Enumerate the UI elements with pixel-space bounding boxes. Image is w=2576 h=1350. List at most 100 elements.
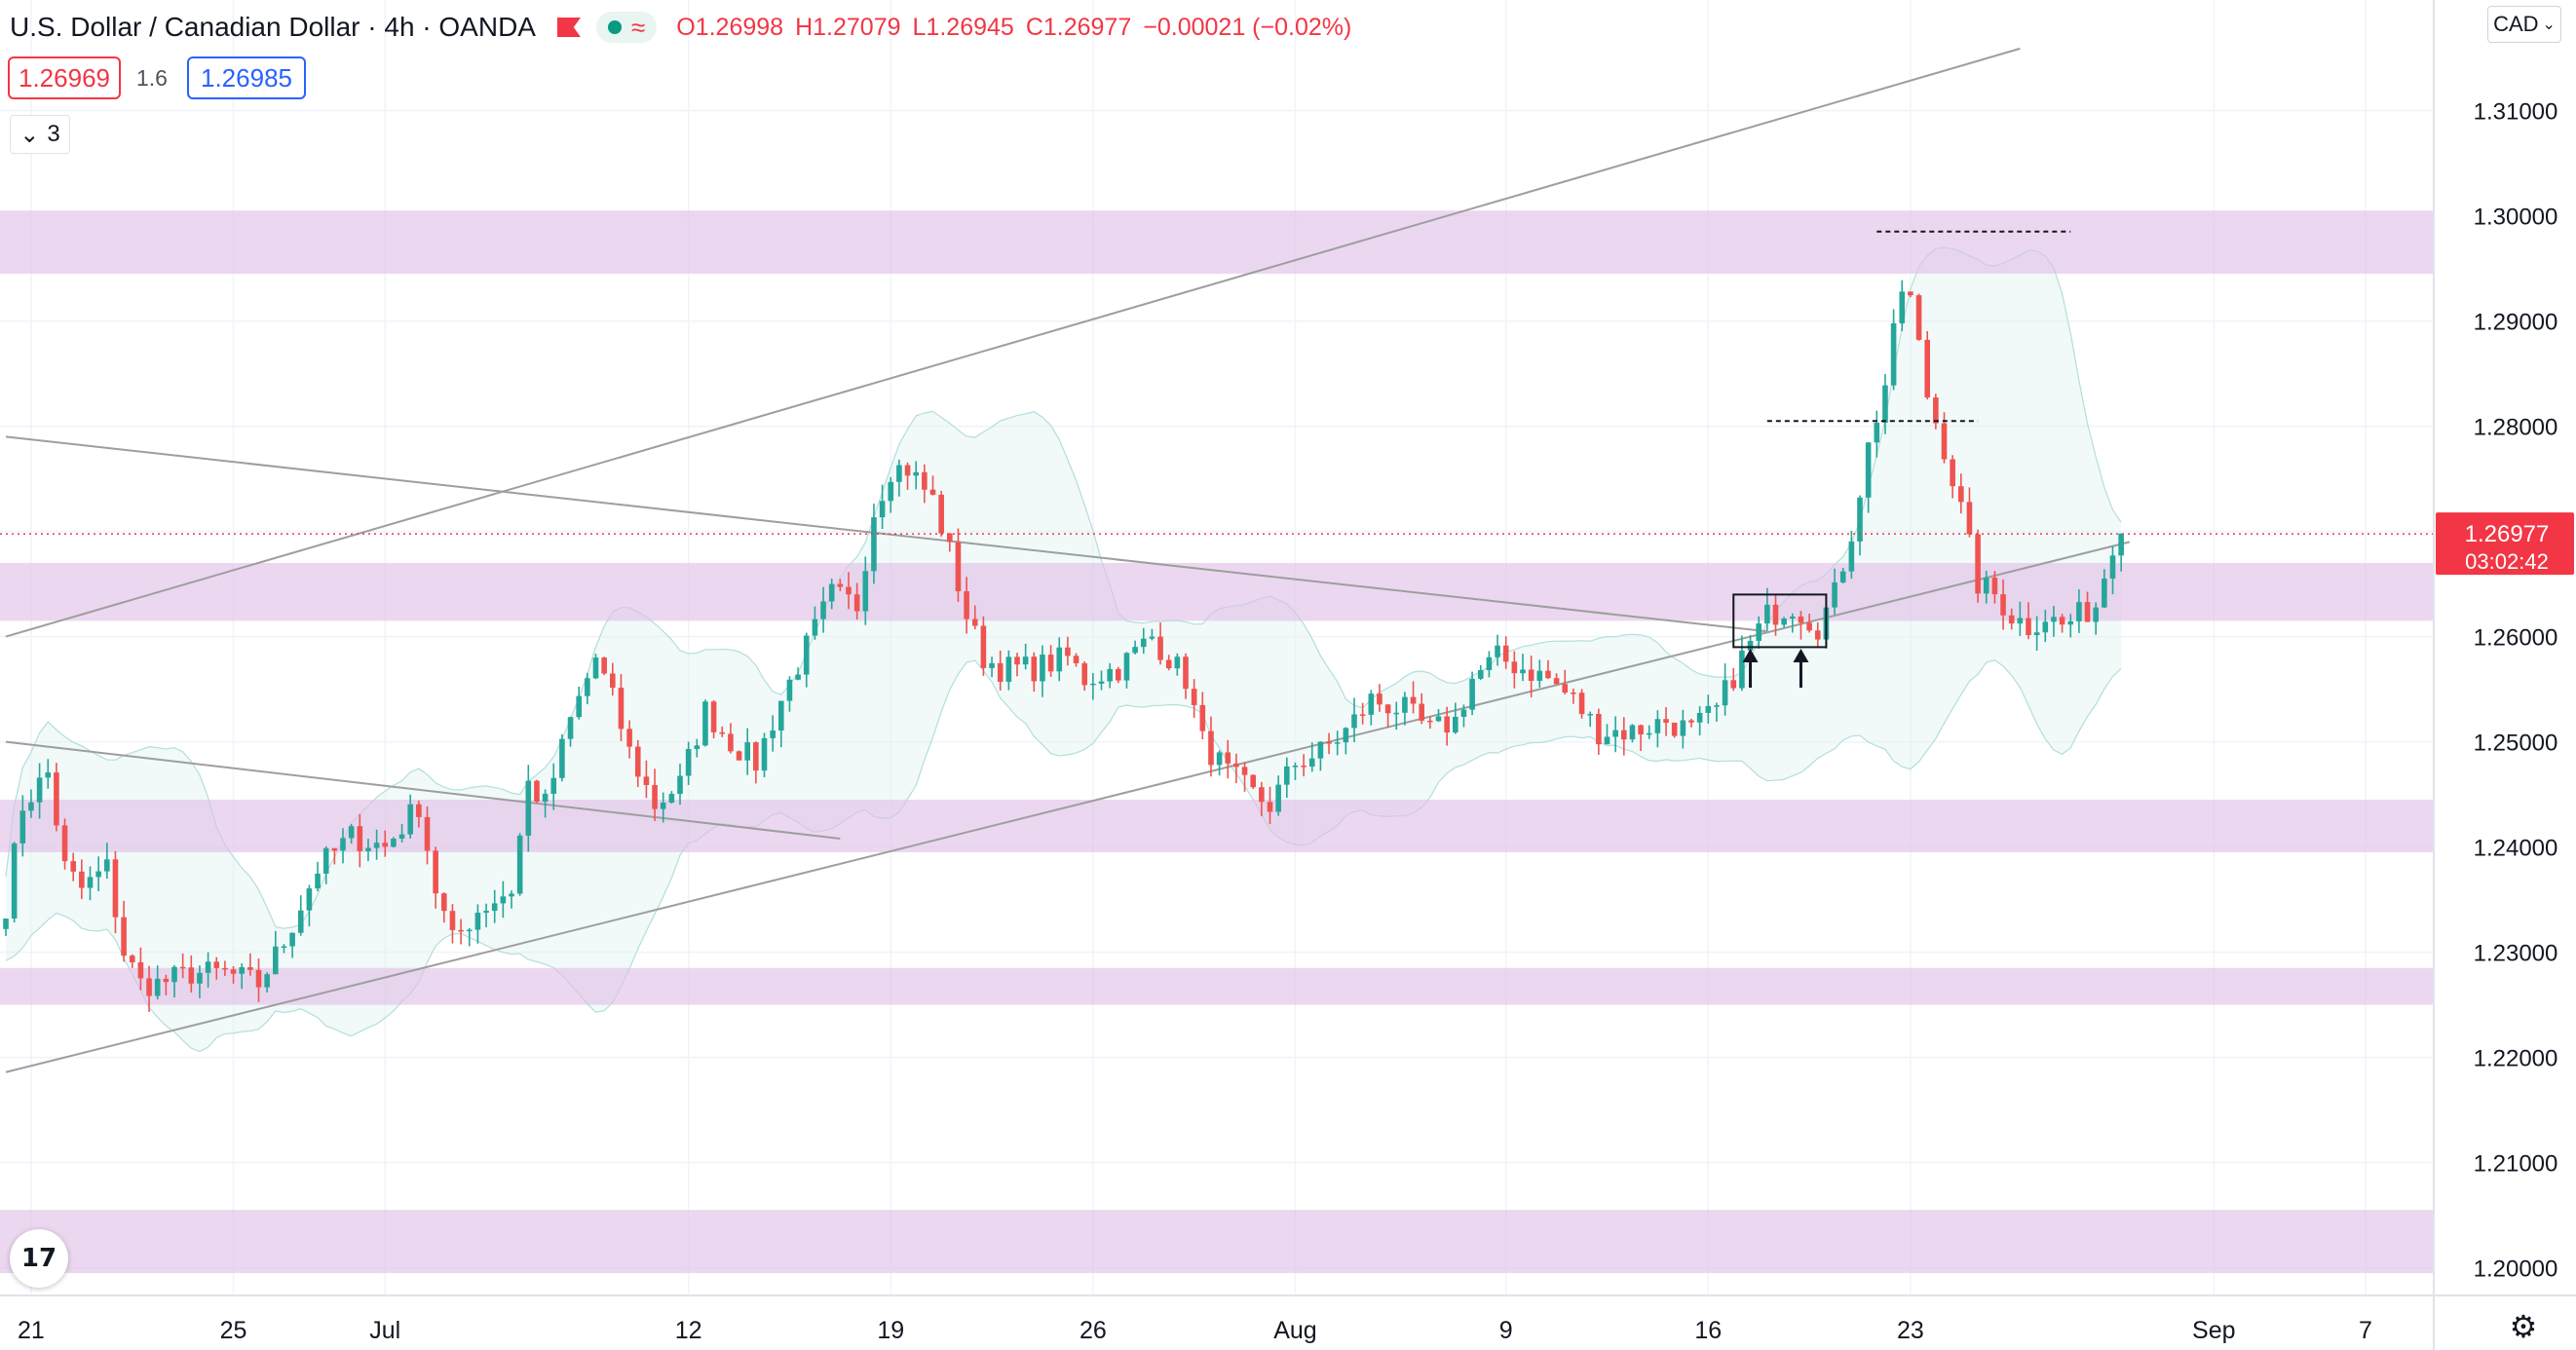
candle-body — [1890, 322, 1897, 386]
candle-body — [2059, 617, 2065, 625]
candle-body — [1259, 787, 1265, 803]
candle-body — [264, 974, 270, 988]
candle-body — [862, 571, 869, 612]
candle-body — [778, 700, 784, 731]
zone-rect — [0, 563, 2434, 621]
candle-body — [1975, 534, 1981, 594]
candle-body — [1384, 704, 1391, 714]
candle-body — [1005, 656, 1012, 682]
candle-body — [989, 662, 995, 668]
candle-body — [1991, 578, 1998, 595]
candle-body — [1326, 741, 1332, 744]
candle-body — [601, 657, 607, 674]
tradingview-logo-icon[interactable]: 17 — [10, 1229, 68, 1288]
candle-body — [971, 619, 978, 626]
candle-body — [1798, 616, 1804, 623]
candle-body — [1680, 720, 1686, 736]
candle-body — [1495, 645, 1500, 657]
price-axis[interactable]: 1.310001.300001.290001.280001.270001.260… — [2433, 0, 2574, 1350]
candle-body — [719, 731, 726, 734]
candle-body — [1578, 693, 1585, 715]
symbol-title[interactable]: U.S. Dollar / Canadian Dollar · 4h · OAN… — [10, 12, 536, 42]
candle-body — [1123, 653, 1130, 681]
candle-body — [1444, 716, 1450, 733]
indicators-toggle[interactable]: ⌄ 3 — [10, 115, 70, 154]
candle-body — [104, 859, 110, 872]
low-value: L1.26945 — [912, 13, 1014, 41]
candle-body — [1941, 423, 1948, 460]
candle-body — [1191, 689, 1197, 705]
candle-body — [1924, 339, 1930, 398]
candle-body — [1966, 502, 1973, 535]
candle-body — [1368, 694, 1375, 715]
candle-body — [424, 816, 431, 851]
candle-body — [1553, 678, 1560, 685]
candle-body — [668, 794, 675, 803]
candle-body — [1208, 731, 1214, 766]
y-tick-label: 1.20000 — [2474, 1256, 2558, 1283]
x-tick-label: Sep — [2192, 1317, 2235, 1344]
candle-body — [980, 625, 987, 668]
candle-body — [1654, 719, 1661, 733]
time-axis[interactable]: 21 25 Jul 12 19 26 Aug 9 16 23 Sep 7 — [0, 1294, 2576, 1344]
candle-body — [1790, 616, 1796, 619]
candle-body — [36, 777, 43, 803]
gear-icon[interactable]: ⚙ — [2509, 1309, 2538, 1344]
candle-body — [1402, 696, 1408, 713]
candle-body — [913, 471, 919, 476]
candle-body — [1183, 656, 1189, 690]
x-tick-label: 7 — [2359, 1317, 2372, 1344]
candle-body — [896, 465, 902, 482]
candle-body — [188, 967, 195, 984]
currency-label: CAD — [2493, 12, 2539, 36]
candle-body — [2026, 618, 2031, 636]
trend-line — [5, 435, 1767, 633]
currency-select[interactable]: CAD ⌄ — [2487, 6, 2561, 43]
close-value: C1.26977 — [1025, 13, 1132, 41]
zone-rect — [0, 1210, 2434, 1273]
zone-rect — [0, 800, 2434, 852]
candle-body — [618, 688, 625, 730]
sell-button[interactable]: 1.26969 — [8, 56, 121, 99]
y-tick-label: 1.31000 — [2474, 99, 2558, 126]
candle-body — [1865, 442, 1872, 498]
candle-body — [1469, 678, 1475, 710]
last-price-badge — [2436, 512, 2574, 576]
candle-body — [11, 843, 18, 919]
candle-body — [576, 695, 582, 718]
candle-body — [1250, 774, 1256, 788]
chevron-down-icon: ⌄ — [19, 121, 40, 148]
candle-body — [382, 843, 389, 847]
status-pill[interactable]: ≈ — [595, 12, 658, 43]
candle-body — [744, 742, 750, 761]
candle-body — [1216, 752, 1223, 766]
candle-body — [1199, 704, 1206, 731]
candle-body — [129, 956, 135, 962]
zone-rect — [0, 967, 2434, 1005]
candle-body — [357, 826, 363, 851]
candle-body — [1663, 719, 1669, 723]
candle-body — [1040, 655, 1045, 682]
candle-body — [391, 839, 397, 847]
y-tick-label: 1.30000 — [2474, 205, 2558, 231]
candle-body — [1545, 670, 1551, 679]
candle-body — [1857, 497, 1863, 542]
x-tick-label: Jul — [369, 1317, 400, 1344]
candle-body — [1393, 712, 1400, 715]
candle-body — [685, 748, 692, 776]
candle-body — [710, 701, 717, 732]
candle-body — [2102, 579, 2107, 608]
candle-body — [205, 961, 211, 973]
candle-body — [820, 601, 826, 619]
candle-body — [373, 843, 380, 848]
candle-body — [163, 978, 170, 983]
candle-body — [19, 810, 26, 844]
candle-body — [1874, 423, 1880, 443]
flag-icon[interactable] — [556, 18, 581, 37]
candle-body — [610, 673, 616, 689]
candle-body — [1267, 802, 1273, 812]
chart-header: U.S. Dollar / Canadian Dollar · 4h · OAN… — [10, 8, 1351, 47]
buy-button[interactable]: 1.26985 — [187, 56, 306, 99]
candle-body — [1073, 656, 1080, 663]
